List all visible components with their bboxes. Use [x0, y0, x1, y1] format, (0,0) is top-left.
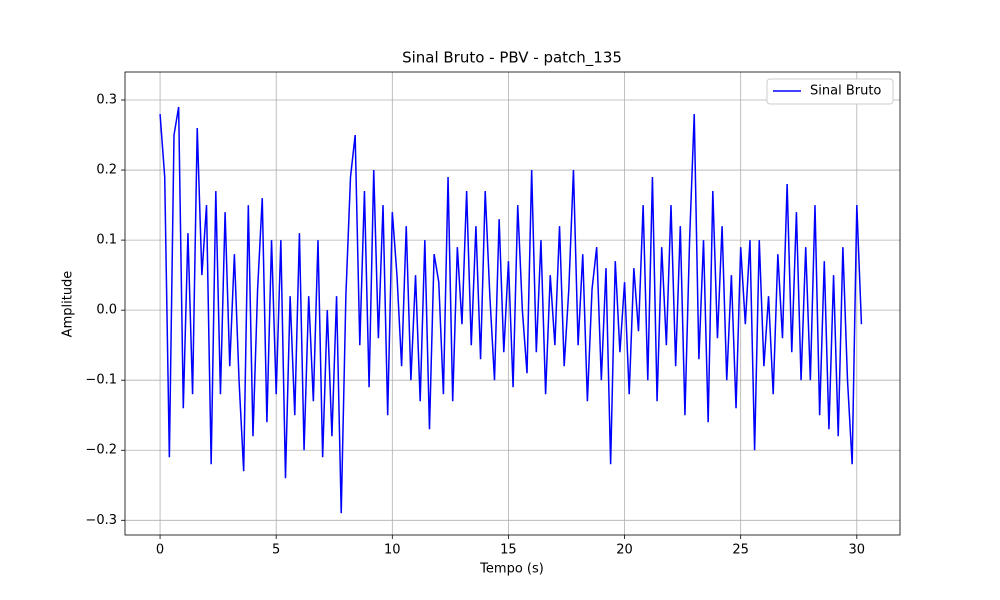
- legend-box: [766, 78, 894, 105]
- y-axis-label: Amplitude: [61, 271, 76, 338]
- x-axis-label: Tempo (s): [479, 562, 544, 577]
- data-line: [159, 106, 863, 514]
- y-tick-label: −0.3: [85, 513, 117, 528]
- plot-frame: [124, 71, 901, 536]
- x-tick-label: 0: [156, 543, 164, 558]
- y-tick-label: −0.1: [85, 373, 117, 388]
- x-tick-label: 30: [849, 543, 866, 558]
- x-tick-label: 5: [272, 543, 280, 558]
- y-tick-label: 0.3: [96, 93, 117, 108]
- x-tick-label: 15: [500, 543, 517, 558]
- x-tick-label: 25: [732, 543, 749, 558]
- chart-title: Sinal Bruto - PBV - patch_135: [402, 49, 622, 68]
- y-tick-label: 0.0: [96, 303, 117, 318]
- y-tick-label: 0.1: [96, 233, 117, 248]
- y-tick-label: 0.2: [96, 163, 117, 178]
- y-tick-label: −0.2: [85, 443, 117, 458]
- x-tick-label: 20: [616, 543, 633, 558]
- legend-label: Sinal Bruto: [810, 84, 881, 99]
- x-tick-label: 10: [384, 543, 401, 558]
